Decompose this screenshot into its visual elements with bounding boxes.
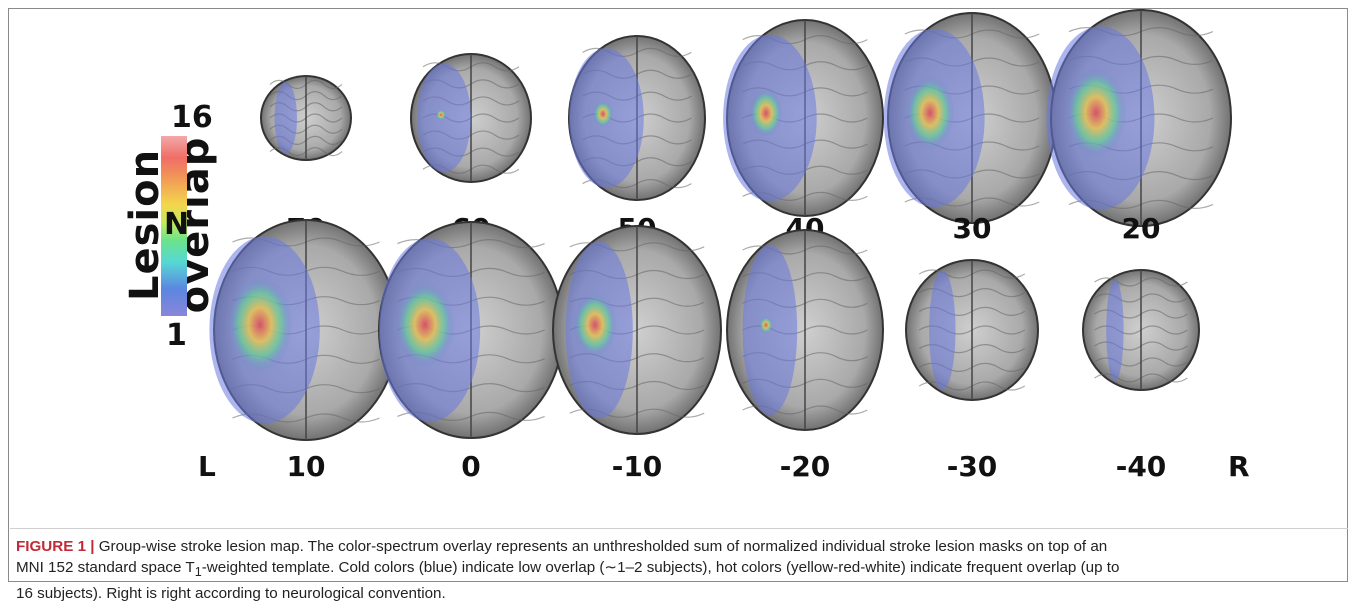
brain-slice-top-3 [723, 19, 884, 217]
caption-line2b: -weighted template. Cold colors (blue) i… [201, 559, 1120, 576]
slice-z-label: -30 [946, 450, 998, 483]
lesion-overlay [1106, 279, 1124, 381]
lesion-hotspot [905, 75, 955, 150]
brain-slice-top-5 [1046, 9, 1232, 227]
brain-slice-bot-5 [1082, 269, 1200, 391]
lesion-hotspot [395, 281, 455, 368]
colorbar-min-label: 1 [166, 318, 187, 353]
colorbar-mid-label: N [164, 207, 190, 242]
slice-z-label: 20 [1121, 212, 1161, 245]
lesion-hotspot [227, 275, 293, 374]
lesion-hotspot [1065, 67, 1127, 158]
slice-z-label: -20 [779, 450, 831, 483]
caption-subscript: 1 [194, 565, 202, 580]
brain-slice-top-1 [410, 53, 532, 183]
brain-slice-top-2 [568, 35, 706, 201]
slice-z-label: 10 [286, 450, 326, 483]
brain-slice-bot-3 [726, 229, 884, 431]
brain-slice-bot-1 [378, 221, 564, 439]
brain-slice-bot-4 [905, 259, 1039, 401]
right-marker: R [1228, 450, 1250, 483]
caption-line1: Group-wise stroke lesion map. The color-… [94, 538, 1108, 555]
caption-label: FIGURE 1 | [16, 538, 95, 555]
caption-line3: 16 subjects). Right is right according t… [16, 585, 446, 603]
figure-frame [8, 8, 1348, 582]
colorbar [161, 136, 187, 316]
brain-slice-bot-2 [552, 225, 722, 435]
lesion-hotspot [435, 109, 447, 121]
lesion-overlay [929, 270, 956, 390]
lesion-hotspot [573, 292, 617, 357]
caption-separator [10, 528, 1348, 529]
left-marker: L [198, 450, 216, 483]
lesion-hotspot [749, 89, 783, 137]
slice-z-label: -40 [1115, 450, 1167, 483]
figure-caption: FIGURE 1 | Group-wise stroke lesion map.… [16, 536, 1336, 604]
lesion-overlay [274, 82, 297, 154]
caption-line2a: MNI 152 standard space T [16, 559, 195, 576]
slice-z-label: 30 [952, 212, 992, 245]
colorbar-max-label: 16 [171, 100, 213, 135]
slice-z-label: 0 [461, 450, 481, 483]
slice-z-label: -10 [611, 450, 663, 483]
brain-slice-top-0 [260, 75, 352, 161]
brain-slice-top-4 [883, 12, 1057, 224]
brain-slice-bot-0 [209, 219, 399, 441]
lesion-hotspot [759, 316, 773, 334]
lesion-hotspot [593, 100, 613, 128]
